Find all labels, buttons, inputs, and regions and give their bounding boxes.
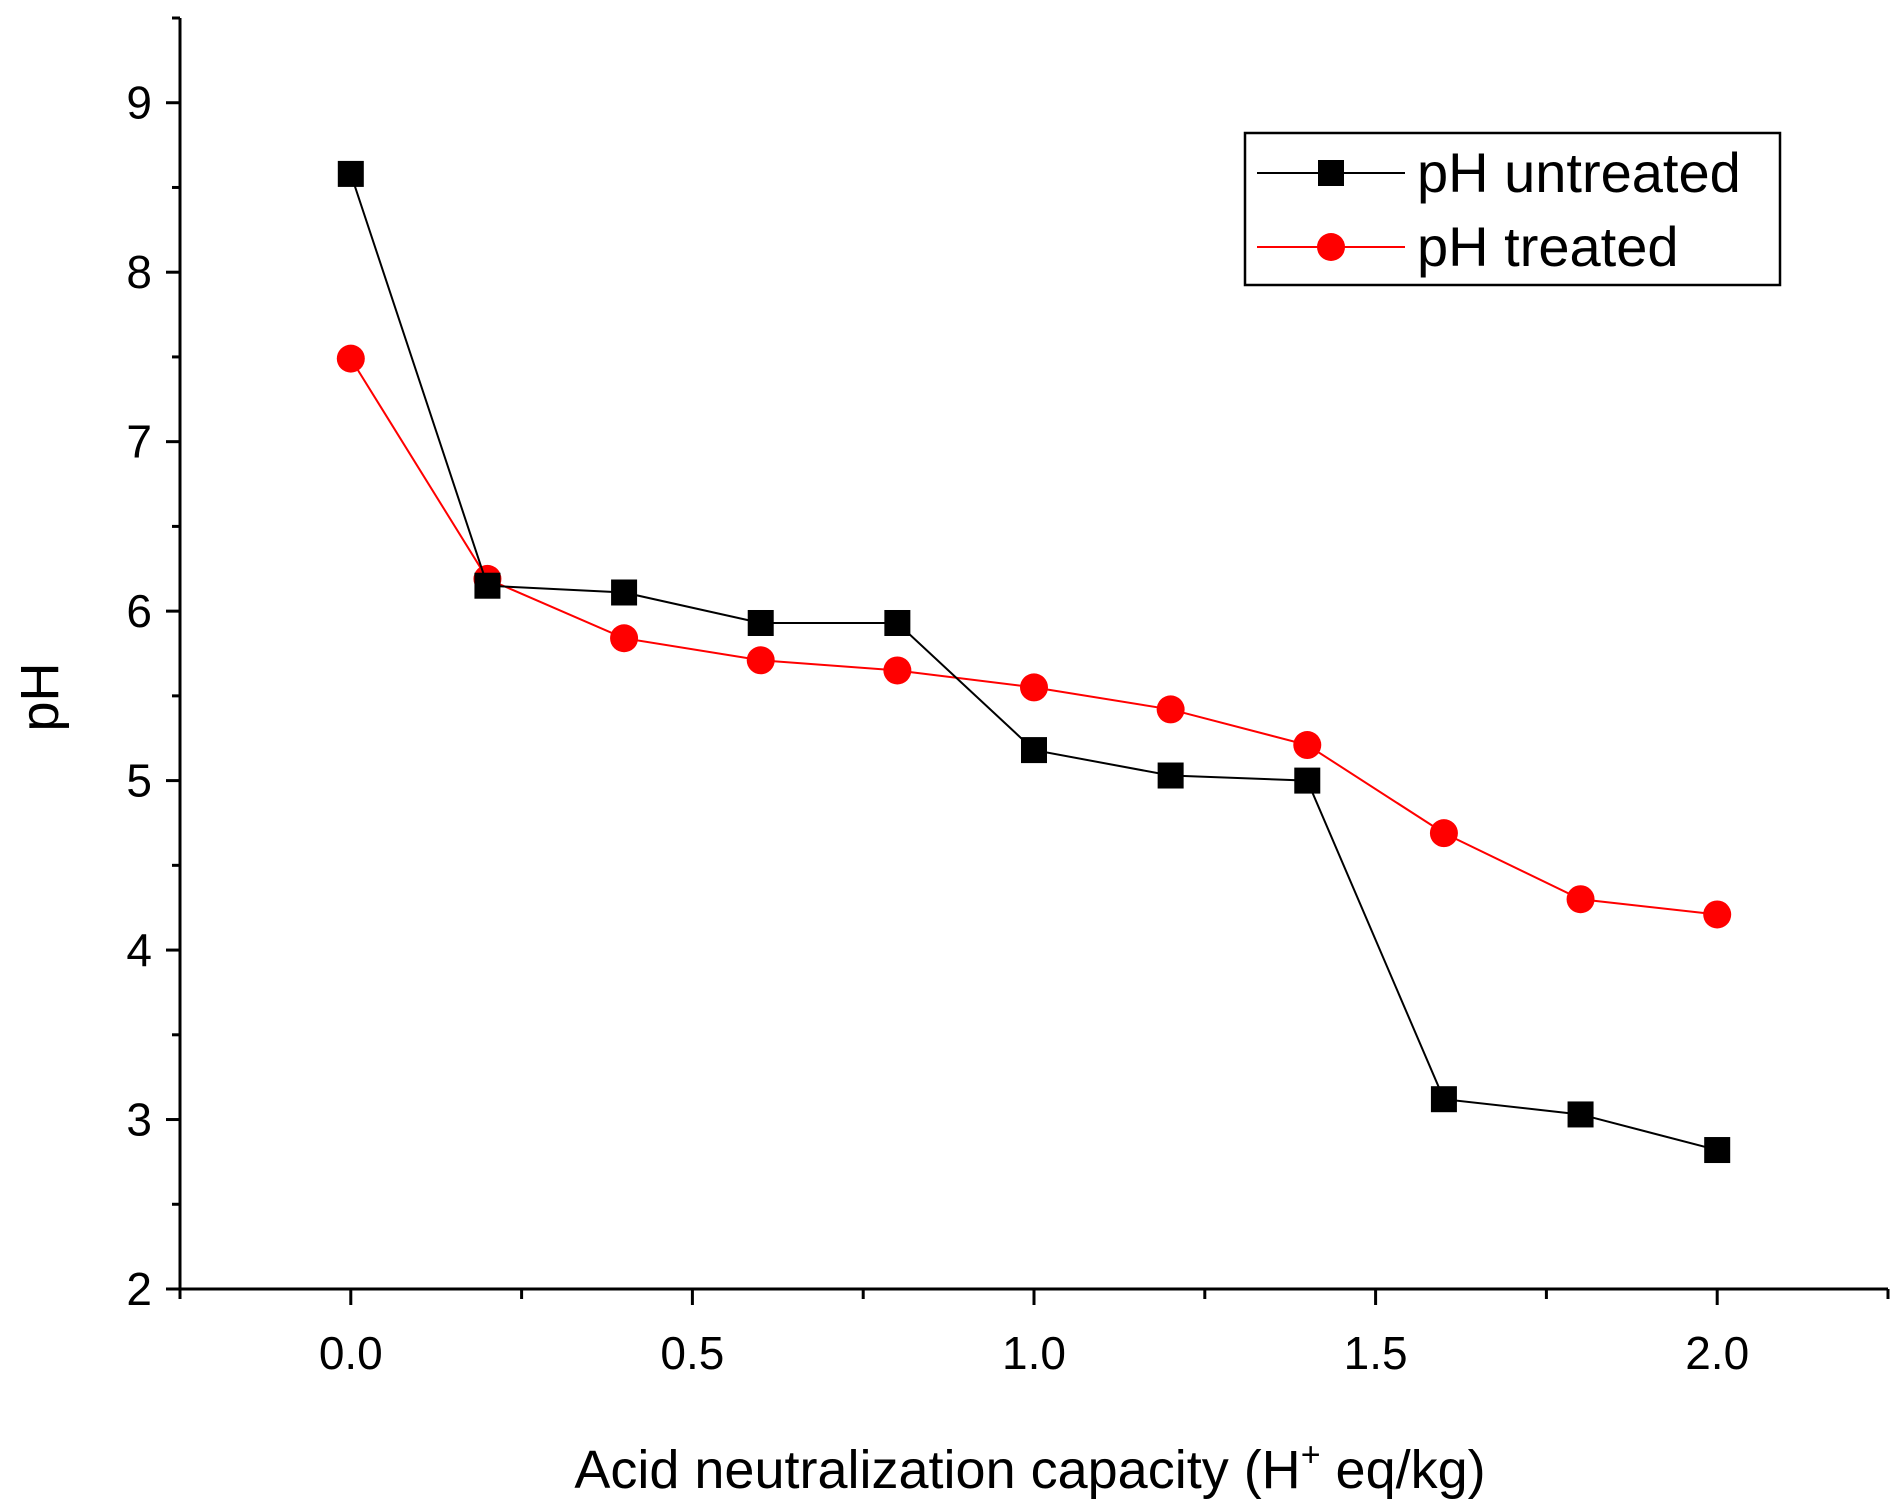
data-point-square bbox=[1704, 1137, 1731, 1164]
data-point-square bbox=[611, 579, 638, 606]
series-ph-untreated bbox=[337, 160, 1731, 1164]
data-point-square bbox=[1430, 1086, 1457, 1113]
data-point-circle bbox=[1429, 819, 1458, 848]
y-tick-label: 8 bbox=[126, 246, 152, 298]
x-tick-label: 0.0 bbox=[319, 1327, 383, 1379]
y-tick-label: 2 bbox=[126, 1263, 152, 1315]
data-point-circle bbox=[1156, 695, 1185, 724]
data-point-circle bbox=[336, 344, 365, 373]
x-tick-label: 2.0 bbox=[1685, 1327, 1749, 1379]
y-tick-label: 7 bbox=[126, 416, 152, 468]
legend-item: pH untreated bbox=[1257, 141, 1741, 204]
legend-marker-square bbox=[1318, 160, 1344, 186]
series-ph-treated bbox=[336, 344, 1732, 929]
data-point-square bbox=[1567, 1101, 1594, 1128]
y-tick-label: 9 bbox=[126, 77, 152, 129]
legend-label: pH untreated bbox=[1417, 141, 1741, 204]
x-tick-label: 0.5 bbox=[660, 1327, 724, 1379]
axes: 2 3 4 5 6 7 8 9 0.0 0.5 1.0 1.5 2.0 bbox=[126, 16, 1890, 1379]
data-point-circle bbox=[883, 656, 912, 685]
data-point-square bbox=[474, 572, 501, 599]
x-tick-label: 1.0 bbox=[1002, 1327, 1066, 1379]
y-axis-label: pH bbox=[10, 662, 70, 731]
x-axis-label-main: Acid neutralization capacity (H bbox=[574, 1440, 1300, 1500]
data-point-square bbox=[747, 609, 774, 636]
data-point-square bbox=[1157, 762, 1184, 789]
data-point-circle bbox=[1703, 900, 1732, 929]
x-axis-label: Acid neutralization capacity (H+ eq/kg) bbox=[574, 1436, 1485, 1500]
data-point-circle bbox=[1020, 673, 1048, 702]
data-point-square bbox=[337, 160, 364, 187]
y-tick-label: 5 bbox=[126, 755, 152, 807]
x-tick-label: 1.5 bbox=[1344, 1327, 1408, 1379]
y-tick-label: 3 bbox=[126, 1094, 152, 1146]
legend: pH untreated pH treated bbox=[1243, 131, 1782, 287]
legend-marker-circle bbox=[1317, 233, 1345, 261]
data-point-circle bbox=[746, 646, 775, 675]
x-axis-label-superscript: + bbox=[1301, 1436, 1321, 1474]
data-point-square bbox=[1021, 737, 1047, 764]
series-line bbox=[349, 173, 1718, 1152]
legend-label: pH treated bbox=[1417, 215, 1679, 278]
data-point-circle bbox=[610, 624, 639, 653]
legend-item: pH treated bbox=[1257, 215, 1679, 278]
data-point-square bbox=[884, 609, 911, 636]
data-point-circle bbox=[1293, 731, 1322, 760]
data-point-circle bbox=[1566, 885, 1595, 914]
data-point-square bbox=[1294, 767, 1321, 794]
series-layer bbox=[336, 160, 1732, 1164]
series-line bbox=[349, 358, 1718, 916]
x-axis-label-tail: eq/kg) bbox=[1321, 1440, 1486, 1500]
y-tick-label: 4 bbox=[126, 924, 152, 976]
y-tick-label: 6 bbox=[126, 585, 152, 637]
